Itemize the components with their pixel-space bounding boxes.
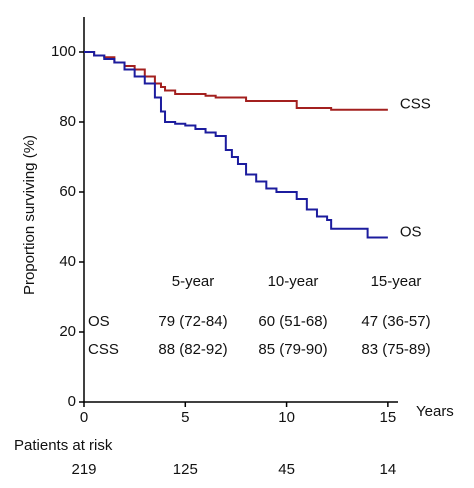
at-risk-value: 125 [173, 461, 198, 478]
y-tick-label: 20 [59, 323, 76, 340]
at-risk-label: Patients at risk [14, 437, 113, 454]
table-cell: 79 (72-84) [158, 313, 227, 330]
table-cell: CSS [88, 341, 119, 358]
axes [83, 17, 398, 403]
at-risk-value: 219 [71, 461, 96, 478]
x-tick-label: 5 [181, 409, 189, 426]
x-tick-label: 15 [380, 409, 397, 426]
table-cell: OS [88, 313, 110, 330]
at-risk-value: 45 [278, 461, 295, 478]
y-tick-label: 0 [68, 393, 76, 410]
x-tick-label: 10 [278, 409, 295, 426]
y-tick-label: 100 [51, 43, 76, 60]
at-risk-value: 14 [380, 461, 397, 478]
series-label: OS [400, 223, 422, 240]
table-cell: 47 (36-57) [361, 313, 430, 330]
table-header: 5-year [172, 273, 215, 290]
table-cell: 88 (82-92) [158, 341, 227, 358]
y-tick-label: 60 [59, 183, 76, 200]
table-cell: 85 (79-90) [258, 341, 327, 358]
survival-curve [84, 51, 388, 111]
series-label: CSS [400, 96, 431, 113]
x-axis-label: Years [416, 403, 454, 420]
y-tick-label: 80 [59, 113, 76, 130]
survival-curve [84, 51, 388, 239]
y-tick-label: 40 [59, 253, 76, 270]
x-tick-label: 0 [80, 409, 88, 426]
table-cell: 60 (51-68) [258, 313, 327, 330]
table-header: 10-year [268, 273, 319, 290]
table-cell: 83 (75-89) [361, 341, 430, 358]
table-header: 15-year [371, 273, 422, 290]
y-axis-label: Proportion surviving (%) [21, 135, 38, 295]
